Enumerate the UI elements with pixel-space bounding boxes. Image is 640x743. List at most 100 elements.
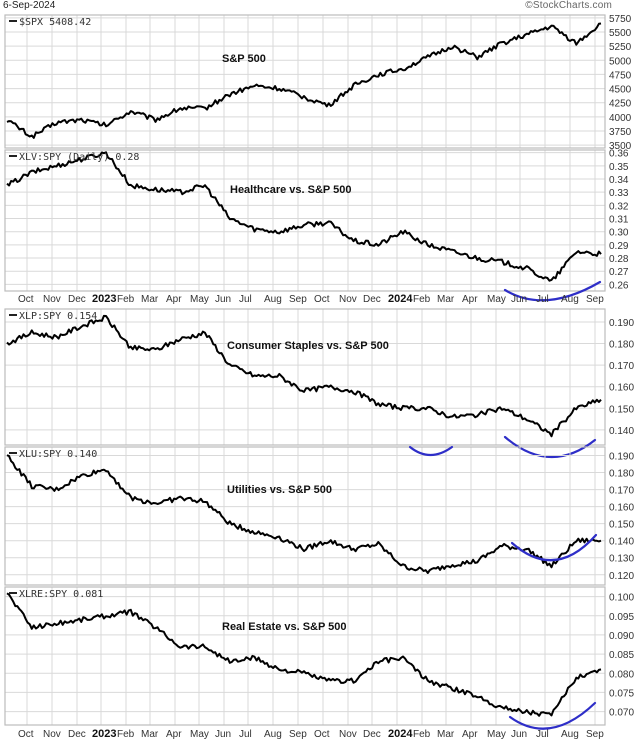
legend-swatch	[9, 155, 17, 157]
panel-title: Real Estate vs. S&P 500	[222, 621, 347, 633]
gridlines	[5, 150, 605, 291]
panel-frame	[4, 446, 606, 586]
x-tick-label: 2024	[388, 728, 413, 740]
x-tick-label: Oct	[18, 729, 34, 740]
y-tick-label: 0.095	[609, 612, 634, 623]
y-tick-label: 0.180	[609, 340, 634, 351]
panel-frame	[4, 308, 606, 446]
y-tick-label: 5000	[609, 56, 632, 67]
chart-date: 6-Sep-2024	[3, 0, 56, 11]
y-tick-label: 3500	[609, 141, 632, 152]
y-tick-label: 4500	[609, 85, 632, 96]
y-tick-label: 0.31	[609, 215, 629, 226]
x-tick-label: Nov	[339, 729, 357, 740]
x-tick-label: Nov	[43, 294, 61, 305]
panel-title: Consumer Staples vs. S&P 500	[227, 340, 389, 352]
x-tick-label: Dec	[363, 294, 381, 305]
price-line	[6, 592, 602, 717]
y-tick-label: 0.36	[609, 149, 629, 160]
x-tick-label: Oct	[314, 294, 330, 305]
y-tick-label: 0.120	[609, 571, 634, 582]
x-tick-label: Aug	[264, 729, 282, 740]
x-tick-label: Feb	[117, 294, 135, 305]
x-tick-label: Apr	[166, 729, 182, 740]
x-tick-label: Jun	[215, 294, 231, 305]
x-tick-label: Jun	[215, 729, 231, 740]
y-tick-label: 4250	[609, 99, 632, 110]
x-tick-label: May	[487, 729, 506, 740]
stockcharts-logo: ©StockCharts.com	[525, 0, 612, 11]
y-tick-label: 0.150	[609, 520, 634, 531]
x-tick-label: Aug	[561, 294, 579, 305]
y-tick-label: 5250	[609, 42, 632, 53]
x-tick-label: Apr	[462, 729, 478, 740]
legend-label: XLU:SPY 0.140	[19, 449, 97, 460]
x-tick-label: Feb	[117, 729, 135, 740]
x-tick-label: Sep	[289, 729, 307, 740]
y-tick-label: 0.140	[609, 426, 634, 437]
x-tick-label: May	[190, 294, 209, 305]
x-tick-label: Mar	[141, 729, 159, 740]
bottoming-arc-annotation	[503, 280, 602, 302]
legend-swatch	[9, 20, 17, 22]
panel-frame	[4, 14, 606, 149]
panel-xlp_spy: 0.140 0.150 0.160 0.170 0.180 0.190 XLP:SPY 0.…	[4, 308, 634, 459]
x-tick-label: Jul	[536, 294, 549, 305]
y-tick-label: 0.150	[609, 404, 634, 415]
x-tick-label: Jul	[536, 729, 549, 740]
y-tick-label: 0.170	[609, 361, 634, 372]
x-tick-label: Aug	[561, 729, 579, 740]
y-tick-label: 0.35	[609, 162, 629, 173]
y-tick-label: 0.30	[609, 228, 629, 239]
x-tick-label: Feb	[413, 729, 431, 740]
y-tick-label: 4000	[609, 113, 632, 124]
y-tick-label: 0.27	[609, 267, 629, 278]
legend-label: XLV:SPY (Daily) 0.28	[19, 152, 139, 163]
x-axis: Oct Nov Dec 2023 Feb Mar Apr May Jun Jul Aug Sep Oct…	[18, 728, 604, 740]
x-tick-label: May	[190, 729, 209, 740]
y-tick-label: 0.085	[609, 650, 634, 661]
x-tick-label: Dec	[68, 294, 86, 305]
x-tick-label: Nov	[339, 294, 357, 305]
y-tick-label: 0.090	[609, 631, 634, 642]
y-tick-label: 3750	[609, 127, 632, 138]
y-tick-label: 0.070	[609, 708, 634, 719]
panel-title: S&P 500	[222, 53, 266, 65]
y-tick-label: 0.075	[609, 688, 634, 699]
y-tick-label: 0.26	[609, 280, 629, 291]
bottoming-arc-annotation	[510, 533, 598, 562]
x-tick-label: Sep	[586, 729, 604, 740]
x-tick-label: Jul	[239, 729, 252, 740]
y-tick-label: 0.33	[609, 188, 629, 199]
panel-xlre_spy: 0.070 0.075 0.080 0.085 0.090 0.095 0.100 XLRE:…	[4, 586, 634, 740]
panel-spx: 3500 3750 4000 4250 4500 4750 5000 5250 5500 5750…	[4, 14, 632, 152]
x-tick-label: 2024	[388, 293, 413, 305]
gridlines	[5, 15, 605, 148]
price-line	[6, 151, 602, 282]
panel-title: Healthcare vs. S&P 500	[230, 184, 351, 196]
legend-label: XLP:SPY 0.154	[19, 311, 97, 322]
y-tick-label: 4750	[609, 70, 632, 81]
y-tick-label: 5750	[609, 14, 632, 25]
bottoming-arc-annotation	[508, 701, 597, 730]
x-tick-label: Jun	[511, 729, 527, 740]
y-tick-label: 0.32	[609, 201, 629, 212]
legend-swatch	[9, 592, 17, 594]
x-tick-label: 2023	[92, 293, 116, 305]
gridlines	[5, 587, 605, 725]
x-axis: Oct Nov Dec 2023 Feb Mar Apr May Jun Jul Aug Sep Oct…	[18, 293, 604, 305]
y-tick-label: 5500	[609, 28, 632, 39]
price-line	[6, 454, 602, 574]
x-tick-label: Nov	[43, 729, 61, 740]
x-tick-label: Dec	[68, 729, 86, 740]
x-tick-label: Sep	[586, 294, 604, 305]
x-tick-label: Sep	[289, 294, 307, 305]
y-tick-label: 0.130	[609, 554, 634, 565]
x-tick-label: Oct	[18, 294, 34, 305]
x-tick-label: Jun	[511, 294, 527, 305]
legend-label: $SPX 5408.42	[19, 17, 91, 28]
x-tick-label: Mar	[437, 294, 455, 305]
y-tick-label: 0.160	[609, 503, 634, 514]
y-tick-label: 0.29	[609, 241, 629, 252]
y-tick-label: 0.160	[609, 383, 634, 394]
